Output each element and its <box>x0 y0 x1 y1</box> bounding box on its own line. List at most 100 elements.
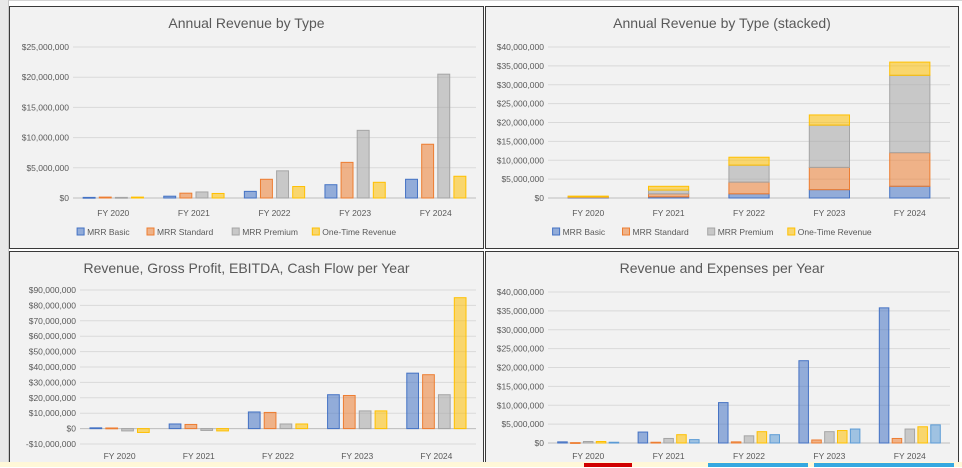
bar <box>651 442 661 443</box>
y-tick-label: $30,000,000 <box>29 377 77 387</box>
bar <box>770 435 780 443</box>
bar <box>892 438 902 443</box>
bar <box>99 197 111 198</box>
bar <box>423 375 435 429</box>
y-tick-label: $70,000,000 <box>29 316 77 326</box>
bar <box>201 429 213 431</box>
bar <box>744 436 754 443</box>
legend-label: One-Time Revenue <box>798 227 872 237</box>
x-tick-label: FY 2021 <box>178 208 210 218</box>
bar <box>825 432 835 443</box>
y-tick-label: $30,000,000 <box>497 80 545 90</box>
x-tick-label: FY 2024 <box>894 451 926 461</box>
bar <box>918 427 928 443</box>
x-tick-label: FY 2023 <box>339 208 371 218</box>
x-tick-label: FY 2024 <box>894 208 926 218</box>
y-tick-label: $40,000,000 <box>29 362 77 372</box>
x-tick-label: FY 2020 <box>572 208 604 218</box>
legend-swatch <box>77 228 84 235</box>
bar <box>343 395 355 428</box>
bar <box>609 442 619 443</box>
bar <box>838 431 848 443</box>
bar <box>90 428 102 429</box>
bar <box>248 412 260 429</box>
bar <box>812 440 822 443</box>
bar <box>757 432 767 443</box>
y-tick-label: $60,000,000 <box>29 331 77 341</box>
y-tick-label: $0 <box>535 438 545 448</box>
chart-plot: $0$5,000,000$10,000,000$15,000,000$20,00… <box>10 7 485 250</box>
x-tick-label: FY 2022 <box>733 208 765 218</box>
y-tick-label: $15,000,000 <box>497 381 545 391</box>
bar <box>729 182 769 194</box>
legend-label: MRR Premium <box>718 227 774 237</box>
bar <box>690 440 700 443</box>
bar <box>454 298 466 429</box>
bar <box>729 194 769 198</box>
y-tick-label: $20,000,000 <box>29 393 77 403</box>
bar <box>359 411 371 429</box>
chart-plot: $0 $5,000,000 $10,000,000 $15,000,000 $20,00… <box>486 252 960 468</box>
chart-revenue-and-expenses[interactable]: Revenue and Expenses per Year $0$5,000,0… <box>485 251 959 467</box>
bar <box>293 187 305 198</box>
y-tick-label: $0 <box>67 424 77 434</box>
y-tick-label: $35,000,000 <box>497 306 545 316</box>
bar <box>850 429 860 443</box>
bar <box>244 191 256 198</box>
bar <box>196 192 208 198</box>
bar <box>83 197 95 198</box>
bar <box>649 186 689 190</box>
bar <box>729 157 769 165</box>
bar <box>649 190 689 194</box>
y-tick-label: $0 <box>60 193 70 203</box>
bar <box>260 179 272 198</box>
x-tick-label: FY 2020 <box>104 451 136 461</box>
bar <box>264 412 276 428</box>
x-tick-label: FY 2021 <box>653 208 685 218</box>
y-tick-label: $25,000,000 <box>22 42 70 52</box>
bar <box>809 190 849 198</box>
bar <box>558 442 568 443</box>
bar <box>809 167 849 189</box>
bar <box>596 441 606 443</box>
bar <box>731 442 741 443</box>
bar <box>729 165 769 182</box>
bar <box>438 74 450 198</box>
chart-annual-revenue-by-type-stacked[interactable]: Annual Revenue by Type (stacked) $0$5,00… <box>485 6 959 249</box>
legend-label: MRR Basic <box>563 227 606 237</box>
bar <box>296 424 308 429</box>
sheet-tab-marker[interactable] <box>814 463 954 467</box>
y-tick-label: $80,000,000 <box>29 300 77 310</box>
bar <box>719 403 729 443</box>
y-tick-label: $5,000,000 <box>501 419 544 429</box>
bar <box>169 424 181 429</box>
bar <box>277 171 289 198</box>
y-tick-label: $25,000,000 <box>497 344 545 354</box>
sheet-tab-marker[interactable] <box>584 463 632 467</box>
bar <box>357 130 369 198</box>
legend-label: One-Time Revenue <box>322 227 396 237</box>
y-tick-label: $10,000,000 <box>497 400 545 410</box>
y-tick-label: $30,000,000 <box>497 325 545 335</box>
x-tick-label: FY 2023 <box>813 208 845 218</box>
chart-revenue-profit-ebitda-cashflow[interactable]: Revenue, Gross Profit, EBITDA, Cash Flow… <box>9 251 484 467</box>
legend-swatch <box>623 228 630 235</box>
chart-annual-revenue-by-type[interactable]: Annual Revenue by Type $0$5,000,000$10,0… <box>9 6 484 249</box>
bar <box>280 424 292 429</box>
sheet-tab-marker[interactable] <box>708 463 808 467</box>
bar <box>406 179 418 198</box>
bar <box>931 425 941 443</box>
y-tick-label: $20,000,000 <box>497 363 545 373</box>
bar <box>905 429 915 443</box>
y-tick-label: $20,000,000 <box>497 118 545 128</box>
bar <box>571 443 581 444</box>
y-tick-label: $5,000,000 <box>501 174 544 184</box>
x-tick-label: FY 2022 <box>733 451 765 461</box>
bar <box>341 162 353 198</box>
legend-label: MRR Standard <box>633 227 689 237</box>
chart-plot: $0$5,000,000$10,000,000$15,000,000$20,00… <box>486 7 960 250</box>
y-tick-label: $10,000,000 <box>497 155 545 165</box>
legend-swatch <box>708 228 715 235</box>
y-tick-label: $35,000,000 <box>497 61 545 71</box>
x-tick-label: FY 2022 <box>262 451 294 461</box>
